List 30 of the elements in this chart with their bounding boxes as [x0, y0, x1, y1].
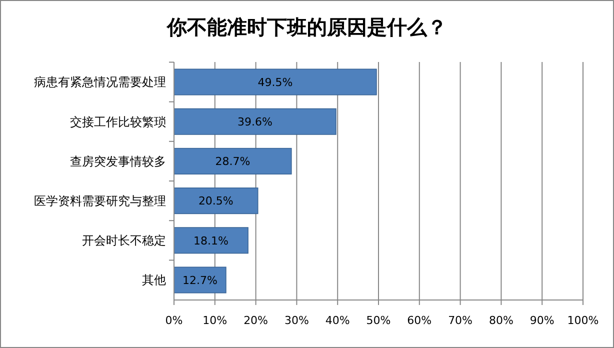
data-label: 39.6% [238, 115, 272, 128]
x-tick-label: 50% [366, 314, 391, 327]
y-tick-label: 查房突发事情较多 [70, 154, 166, 168]
x-tick-label: 30% [284, 314, 309, 327]
bar [174, 227, 248, 254]
bar [174, 148, 292, 174]
x-tick-label: 60% [407, 314, 432, 327]
bar [174, 108, 336, 135]
x-tick-label: 90% [530, 314, 554, 327]
x-tick-label: 40% [325, 314, 350, 327]
y-tick-label: 病患有紧急情况需要处理 [34, 75, 166, 90]
data-label: 20.5% [198, 194, 234, 208]
y-tick-label: 开会时长不稳定 [82, 234, 166, 248]
y-tick-label: 其他 [142, 273, 166, 288]
chart-title: 你不能准时下班的原因是什么？ [166, 15, 447, 39]
data-label: 12.7% [182, 274, 218, 287]
y-tick-label: 交接工作比较繁琐 [70, 114, 166, 129]
bar [174, 68, 377, 96]
x-tick-label: 80% [488, 314, 514, 327]
x-tick-label: 20% [244, 314, 268, 327]
bar [174, 188, 258, 214]
y-tick-label: 医学资料需要研究与整理 [34, 194, 166, 208]
x-tick-label: 0% [165, 314, 183, 327]
x-tick-label: 70% [448, 314, 473, 327]
x-tick-label: 100% [567, 314, 599, 327]
data-label: 28.7% [215, 155, 250, 168]
data-label: 18.1% [194, 234, 228, 248]
data-label: 49.5% [258, 76, 293, 89]
x-tick-label: 10% [202, 314, 228, 327]
bar [174, 266, 226, 294]
